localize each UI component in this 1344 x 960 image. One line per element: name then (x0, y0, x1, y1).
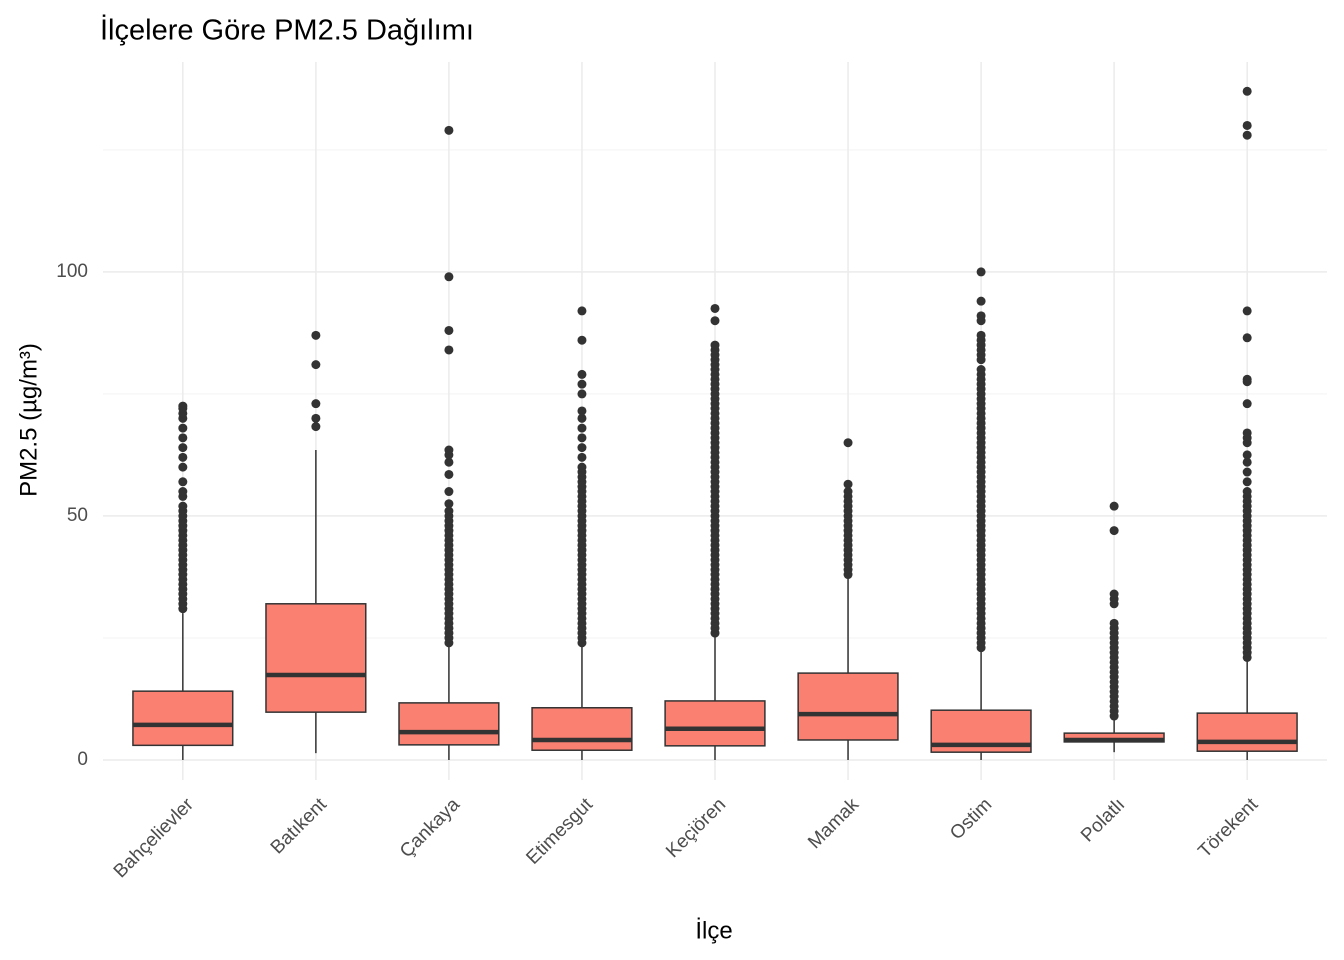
outlier (311, 413, 321, 423)
outlier (843, 479, 853, 489)
outlier (1242, 306, 1252, 316)
outlier (843, 487, 853, 497)
x-tick-label: Ostim (946, 794, 996, 844)
outlier (1242, 477, 1252, 487)
x-tick-label: Mamak (804, 794, 863, 853)
x-tick-label: Etimesgut (522, 794, 597, 869)
outlier (178, 462, 188, 472)
outlier (444, 125, 454, 135)
box (664, 700, 766, 747)
outlier (1109, 589, 1119, 599)
box (132, 690, 234, 747)
outlier (178, 423, 188, 433)
outlier (178, 452, 188, 462)
x-tick-label: Bahçelievler (110, 794, 199, 883)
outlier (577, 379, 587, 389)
outlier (1242, 428, 1252, 438)
y-axis-title: PM2.5 (µg/m³) (15, 343, 42, 497)
outlier (178, 443, 188, 453)
outlier (976, 330, 986, 340)
outlier (311, 360, 321, 370)
chart-title: İlçelere Göre PM2.5 Dağılımı (100, 14, 474, 47)
outlier (311, 330, 321, 340)
outlier (577, 443, 587, 453)
outlier (444, 345, 454, 355)
outlier (1242, 450, 1252, 460)
outlier (178, 433, 188, 443)
outlier (710, 316, 720, 326)
outlier (976, 365, 986, 375)
outlier (1242, 130, 1252, 140)
outlier (577, 413, 587, 423)
outlier (178, 487, 188, 497)
outlier (577, 389, 587, 399)
outlier (444, 325, 454, 335)
outlier (976, 311, 986, 321)
outlier (577, 423, 587, 433)
box (265, 603, 367, 713)
outlier (577, 306, 587, 316)
outlier (1109, 501, 1119, 511)
outlier (444, 457, 454, 467)
x-tick-label: Keçiören (662, 794, 730, 862)
outlier (444, 445, 454, 455)
outlier (444, 469, 454, 479)
outlier (1242, 120, 1252, 130)
outlier (1109, 526, 1119, 536)
x-tick-label: Törekent (1194, 794, 1262, 862)
outlier (444, 506, 454, 516)
outlier (1242, 487, 1252, 497)
x-axis-title: İlçe (695, 917, 732, 944)
outlier (976, 296, 986, 306)
outlier (444, 499, 454, 509)
outlier (1242, 467, 1252, 477)
outlier (178, 501, 188, 511)
outlier (577, 406, 587, 416)
x-tick-label: Çankaya (396, 794, 464, 862)
outlier (1242, 333, 1252, 343)
box (797, 672, 899, 741)
outlier (1242, 457, 1252, 467)
box (1196, 712, 1298, 752)
outlier (1242, 86, 1252, 96)
outlier (976, 267, 986, 277)
outlier (710, 303, 720, 313)
outlier (1242, 399, 1252, 409)
outlier (1242, 374, 1252, 384)
outlier (1109, 618, 1119, 628)
outlier (311, 422, 321, 432)
outlier (178, 401, 188, 411)
outlier (577, 433, 587, 443)
y-tick-label: 0 (77, 749, 88, 770)
outlier (577, 335, 587, 345)
outlier (444, 487, 454, 497)
y-tick-label: 100 (56, 261, 88, 282)
outlier (843, 438, 853, 448)
outlier (311, 399, 321, 409)
y-tick-label: 50 (67, 505, 88, 526)
outlier (444, 272, 454, 282)
x-tick-label: Polatlı (1077, 794, 1129, 846)
outlier (710, 340, 720, 350)
box (398, 702, 500, 746)
outlier (577, 369, 587, 379)
x-tick-label: Batıkent (267, 794, 332, 859)
outlier (577, 462, 587, 472)
outlier (178, 477, 188, 487)
outlier (577, 452, 587, 462)
box (531, 707, 633, 751)
